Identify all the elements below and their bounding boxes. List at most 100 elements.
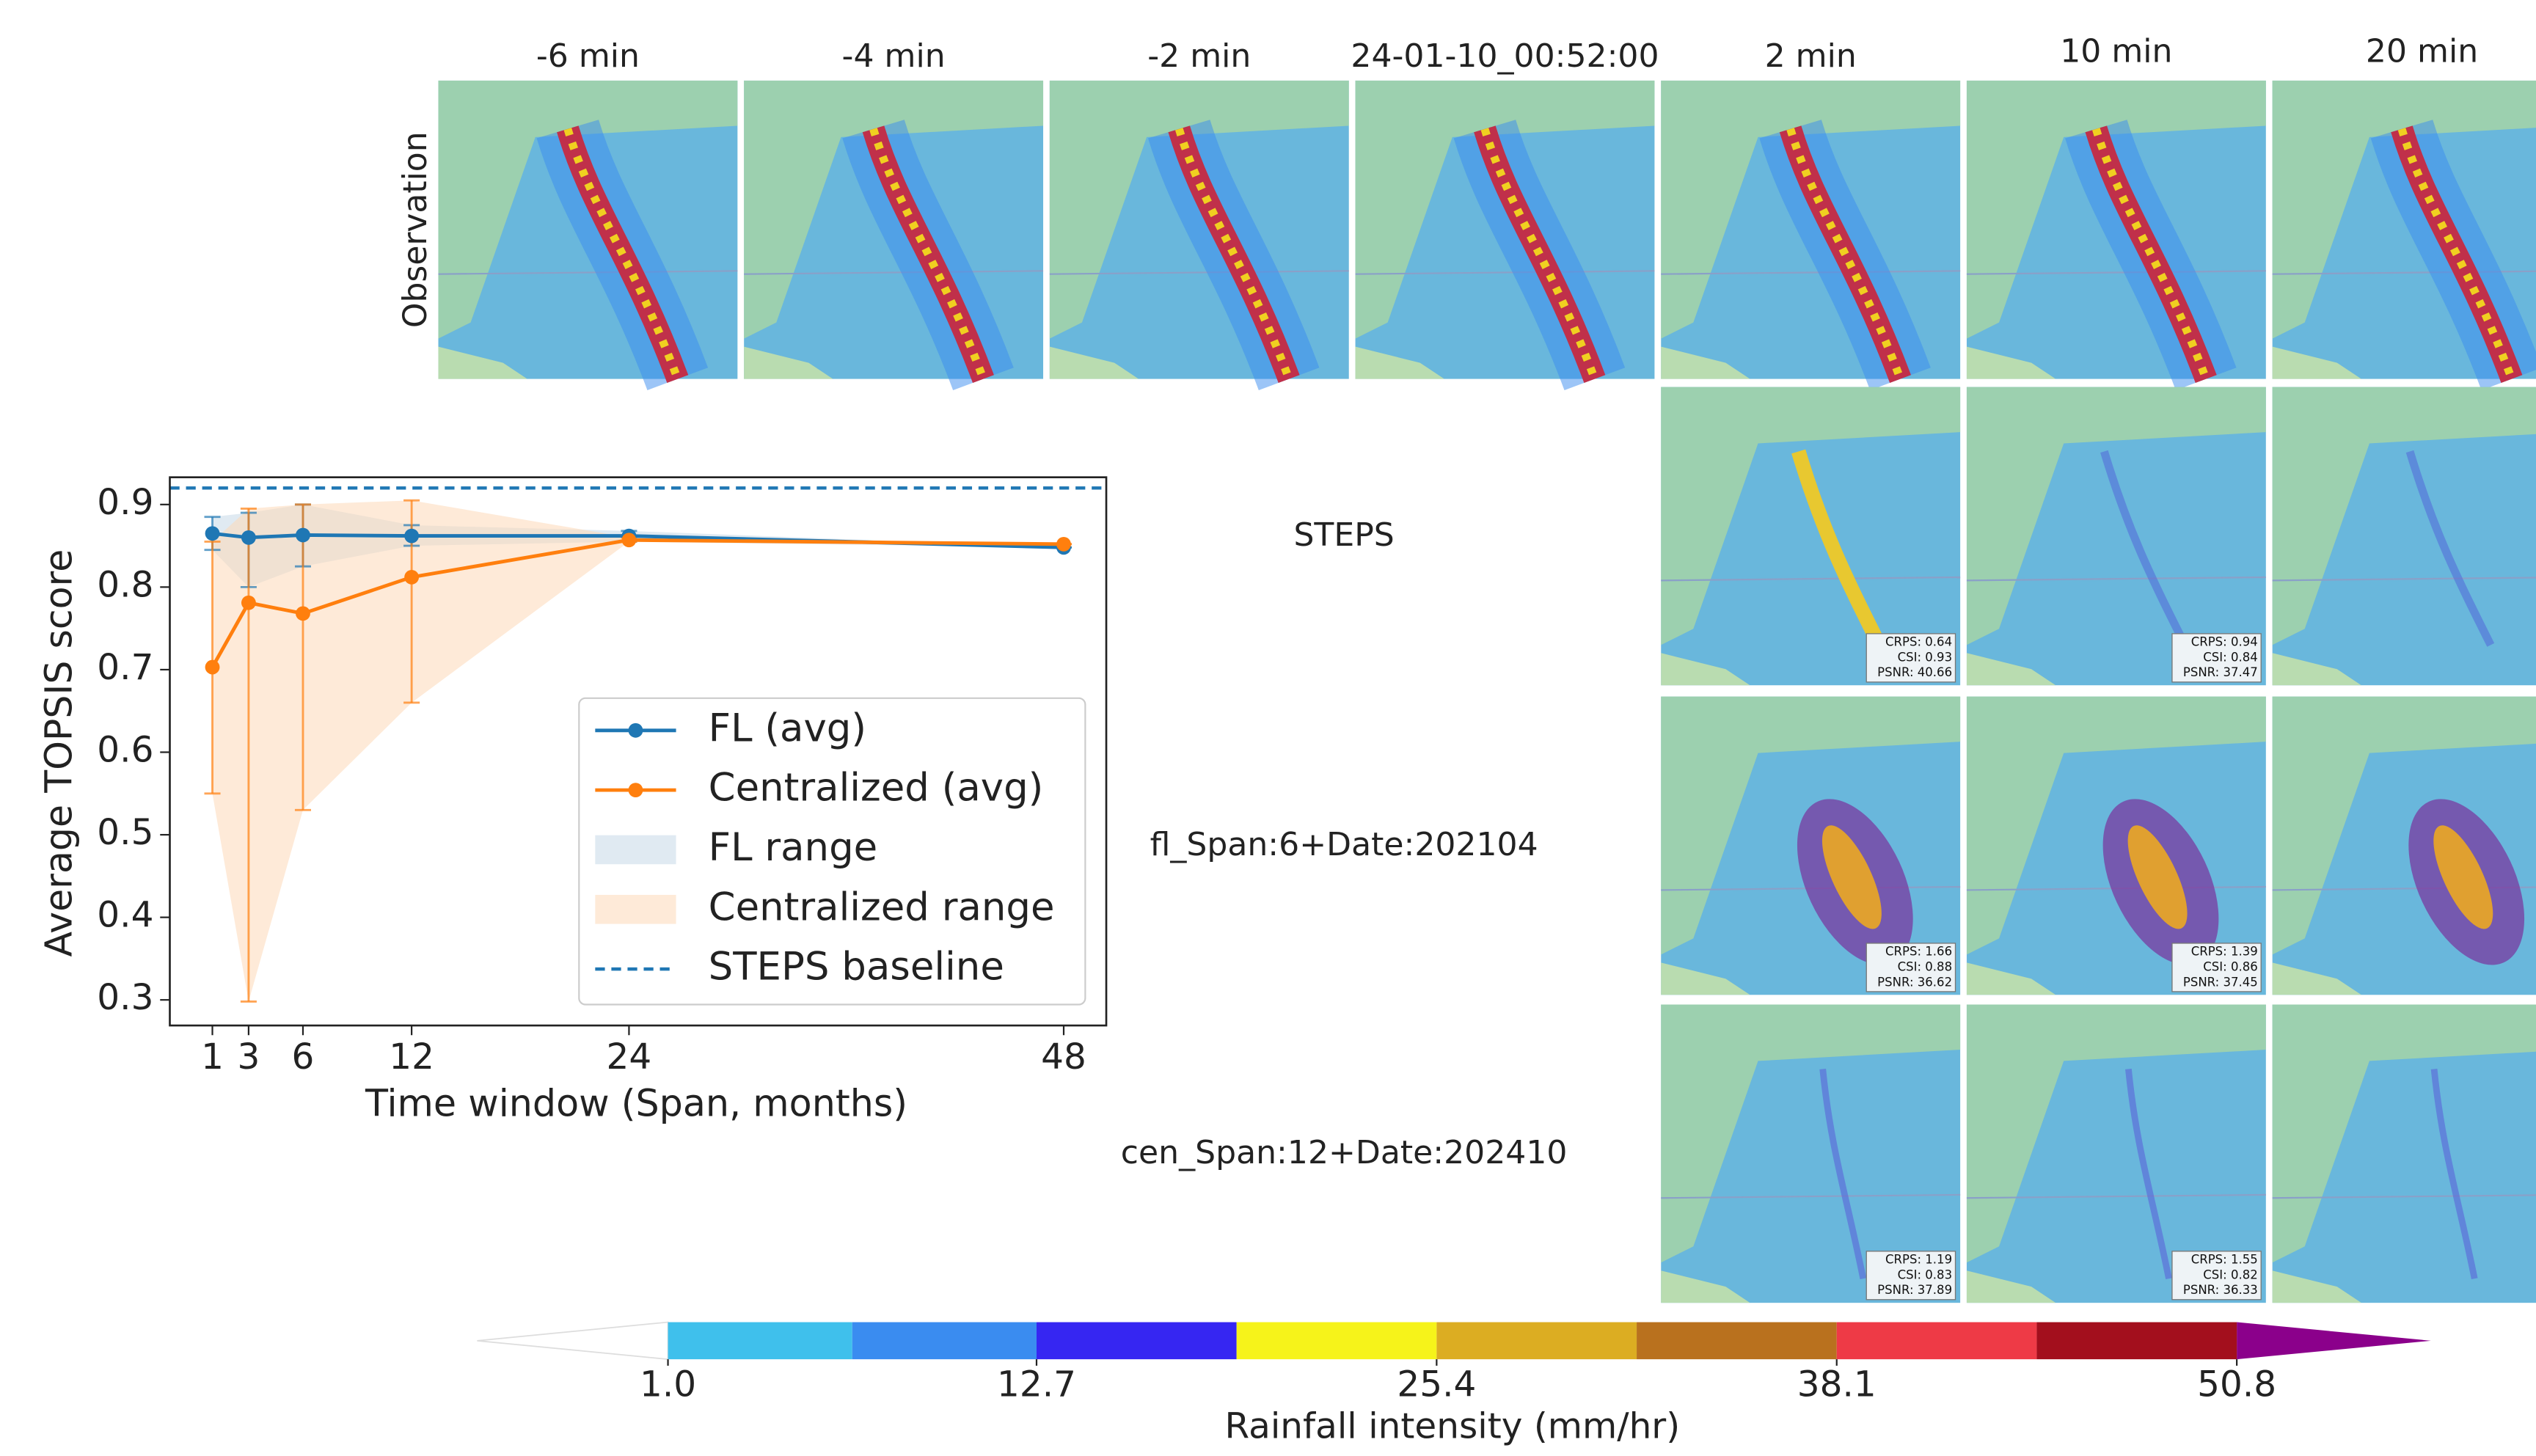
map-land bbox=[2272, 1004, 2536, 1263]
map-border bbox=[1661, 576, 1961, 582]
map-land bbox=[2272, 696, 2536, 955]
metric-text: PSNR: 40.66 bbox=[1877, 665, 1952, 679]
colorbar-tick-label: 25.4 bbox=[1397, 1364, 1476, 1405]
column-header: 24-01-10_00:52:00 bbox=[1351, 37, 1659, 75]
map-border bbox=[1966, 270, 2266, 275]
map-border bbox=[1355, 270, 1655, 275]
metric-text: CRPS: 1.19 bbox=[1885, 1252, 1952, 1266]
map-border bbox=[2272, 1194, 2536, 1199]
map-land bbox=[2272, 346, 2361, 379]
map-tile bbox=[438, 80, 738, 390]
y-tick-label: 0.5 bbox=[97, 812, 153, 853]
y-tick-label: 0.4 bbox=[97, 895, 153, 936]
map-land bbox=[2272, 80, 2536, 339]
legend-swatch bbox=[595, 835, 676, 865]
series-marker bbox=[404, 528, 420, 544]
rain-band bbox=[563, 128, 681, 381]
colorbar-tick-label: 50.8 bbox=[2197, 1364, 2276, 1405]
rain-blob bbox=[1821, 825, 1882, 929]
x-tick-label: 1 bbox=[201, 1036, 224, 1078]
metric-text: PSNR: 37.45 bbox=[2183, 975, 2258, 989]
map-land bbox=[1661, 80, 1961, 339]
series-marker bbox=[205, 526, 220, 541]
map-border bbox=[2272, 270, 2536, 275]
map-land bbox=[1966, 1270, 2056, 1303]
row-label: Observation bbox=[397, 131, 434, 328]
series-marker bbox=[241, 595, 256, 610]
map-land bbox=[1355, 80, 1655, 339]
colorbar-segment bbox=[852, 1322, 1037, 1360]
rain-band bbox=[2430, 1068, 2478, 1280]
metric-text: CSI: 0.82 bbox=[2203, 1267, 2258, 1281]
map-land bbox=[438, 80, 738, 339]
metric-box bbox=[1866, 1251, 1956, 1300]
metric-text: PSNR: 36.62 bbox=[1877, 975, 1952, 989]
map-tile bbox=[1049, 80, 1349, 390]
metric-text: CRPS: 1.55 bbox=[2191, 1252, 2258, 1266]
metric-text: CSI: 0.86 bbox=[2203, 959, 2258, 973]
map-tile bbox=[2272, 1004, 2536, 1303]
series-marker bbox=[205, 659, 220, 675]
metric-box bbox=[2171, 633, 2262, 683]
map-border bbox=[1966, 1193, 2266, 1199]
x-tick-label: 12 bbox=[389, 1036, 434, 1078]
metric-text: CSI: 0.83 bbox=[1898, 1267, 1953, 1281]
row-label: cen_Span:12+Date:202410 bbox=[1121, 1134, 1568, 1171]
metric-box bbox=[2171, 1251, 2262, 1300]
legend-marker bbox=[628, 722, 643, 738]
map-land bbox=[1661, 696, 1961, 955]
map-land bbox=[1966, 80, 2266, 339]
map-land bbox=[1966, 1004, 2266, 1263]
metric-text: PSNR: 37.89 bbox=[1877, 1283, 1952, 1297]
map-land bbox=[2272, 387, 2536, 645]
map-land bbox=[744, 346, 833, 379]
metric-text: PSNR: 37.47 bbox=[2183, 665, 2258, 679]
metric-text: CSI: 0.88 bbox=[1898, 959, 1953, 973]
map-land bbox=[1966, 696, 2266, 955]
colorbar-extend-low bbox=[477, 1321, 669, 1361]
series-marker bbox=[621, 533, 637, 548]
map-land bbox=[1661, 387, 1961, 645]
colorbar-segment bbox=[1436, 1322, 1637, 1360]
map-tile bbox=[1966, 80, 2266, 390]
colorbar-label: Rainfall intensity (mm/hr) bbox=[1224, 1406, 1680, 1447]
map-land bbox=[2272, 962, 2361, 995]
map-border bbox=[1966, 576, 2266, 582]
column-header: 20 min bbox=[2366, 33, 2478, 70]
rain-band bbox=[869, 128, 987, 381]
metric-box bbox=[1866, 943, 1956, 992]
rain-band bbox=[1480, 128, 1599, 381]
y-tick-label: 0.7 bbox=[97, 647, 153, 688]
metric-box bbox=[1866, 633, 1956, 683]
map-tile bbox=[2272, 387, 2536, 686]
map-land bbox=[744, 80, 1044, 339]
map-land bbox=[1661, 346, 1750, 379]
map-land bbox=[1049, 346, 1139, 379]
legend-label: Centralized (avg) bbox=[709, 766, 1044, 811]
y-tick-label: 0.3 bbox=[97, 977, 153, 1018]
range-band bbox=[302, 500, 412, 811]
legend-marker bbox=[628, 783, 643, 798]
row-label: STEPS bbox=[1293, 516, 1394, 554]
metric-text: CRPS: 1.66 bbox=[1885, 945, 1952, 959]
column-header: -2 min bbox=[1147, 37, 1251, 75]
rain-band bbox=[2397, 128, 2516, 381]
legend-label: FL (avg) bbox=[709, 706, 866, 750]
map-tile bbox=[1661, 80, 1961, 390]
series-marker bbox=[241, 530, 256, 545]
x-tick-label: 6 bbox=[292, 1036, 315, 1078]
colorbar-extend-high bbox=[2237, 1322, 2431, 1360]
y-axis-label: Average TOPSIS score bbox=[37, 549, 80, 957]
metric-text: CRPS: 1.39 bbox=[2191, 945, 2258, 959]
metric-text: CSI: 0.93 bbox=[1898, 650, 1953, 664]
map-border bbox=[1661, 270, 1961, 275]
colorbar-segment bbox=[1637, 1322, 1837, 1360]
map-land bbox=[1661, 1270, 1750, 1303]
series-marker bbox=[404, 569, 420, 585]
series-line bbox=[211, 538, 1064, 668]
legend-box bbox=[578, 697, 1086, 1006]
rain-band bbox=[2125, 1068, 2172, 1280]
y-tick-label: 0.6 bbox=[97, 730, 153, 771]
legend-label: FL range bbox=[709, 825, 878, 870]
